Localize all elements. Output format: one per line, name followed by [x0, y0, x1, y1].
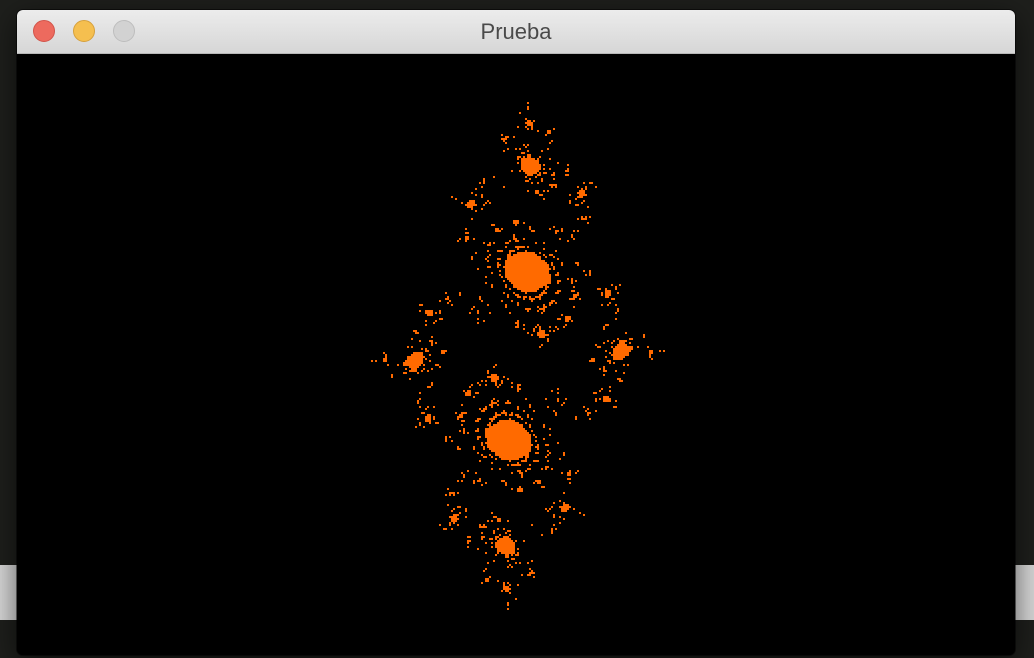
minimize-button[interactable]	[73, 20, 95, 42]
window-title: Prueba	[480, 19, 552, 44]
zoom-button	[113, 20, 135, 42]
canvas	[17, 54, 1015, 655]
canvas-background	[17, 54, 1015, 655]
window: Prueba	[17, 10, 1015, 655]
julia-set	[371, 102, 665, 610]
title-bar: Prueba	[17, 10, 1015, 54]
close-button[interactable]	[33, 20, 55, 42]
